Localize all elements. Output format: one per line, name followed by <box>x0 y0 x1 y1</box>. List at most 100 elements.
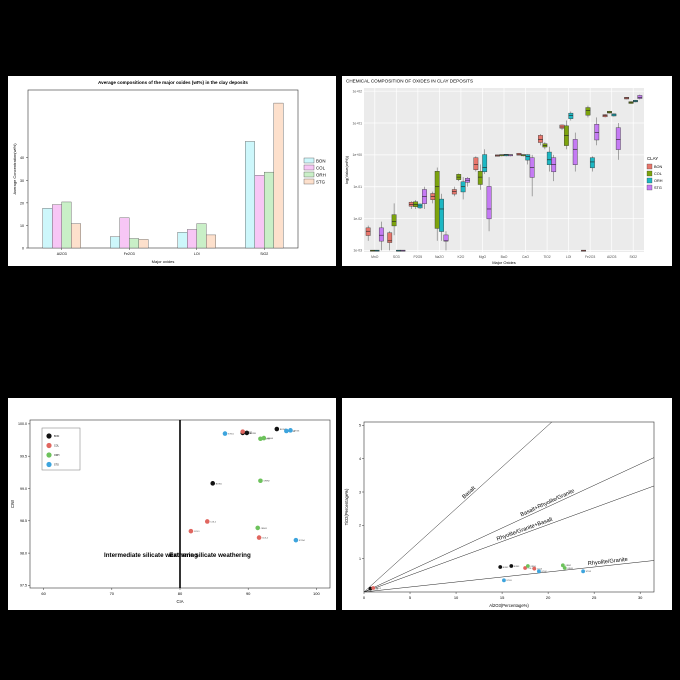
legend-label-stg: STG <box>54 464 59 467</box>
bar-bon <box>245 141 255 249</box>
legend-label-stg: STG <box>654 186 662 190</box>
point-label-col: COL1 <box>376 588 382 590</box>
y-tick-label: 97.5 <box>20 584 27 588</box>
y-tick-label: 0 <box>22 247 24 251</box>
bar-orh <box>129 238 139 249</box>
bar-bon <box>110 236 120 249</box>
point-stg <box>284 428 289 434</box>
point-col <box>523 566 528 570</box>
point-label-bon: BON2 <box>246 433 253 435</box>
x-tick-label: 30 <box>638 595 643 600</box>
trend-line-label: Rhyolite/Granite+Basalt <box>496 517 554 543</box>
trend-line <box>364 560 654 592</box>
zone-label-intermediate: Intermediate silicate weathering <box>104 552 198 559</box>
x-tick-label: 15 <box>500 595 505 600</box>
box-bon <box>473 157 479 170</box>
point-col <box>256 535 262 540</box>
bar-col <box>119 217 130 249</box>
y-tick-label: 98.5 <box>20 519 27 523</box>
y-tick-label: 1e-01 <box>353 185 362 189</box>
boxplot-panel: CHEMICAL COMPOSITION OF OXIDES IN CLAY D… <box>342 76 672 266</box>
legend-swatch-orh <box>646 177 653 184</box>
box-col <box>477 171 483 185</box>
point-orh <box>562 566 567 570</box>
x-tick-label: 20 <box>546 595 551 600</box>
y-tick-label: 1e+00 <box>352 153 362 157</box>
trend-line <box>364 457 654 592</box>
x-tick-label: 0 <box>363 595 366 600</box>
box-orh <box>439 198 444 232</box>
bar-orh <box>196 223 207 249</box>
trend-line <box>364 422 553 592</box>
x-tick-label: Al2O3 <box>607 255 617 259</box>
legend-swatch-bon <box>303 157 315 164</box>
x-tick-label: 60 <box>41 591 46 596</box>
trend-line-label: Basalt <box>461 485 477 500</box>
point-label-orh: ORH2 <box>565 565 571 567</box>
y-axis-label: Average Concentration(wt%) <box>12 143 17 195</box>
legend-marker-bon <box>46 433 52 439</box>
x-tick-label: BaO <box>501 255 508 259</box>
point-stg <box>222 431 228 436</box>
x-tick-label: P2O5 <box>414 255 423 259</box>
box-bon <box>559 124 565 129</box>
y-tick-label: 40 <box>20 156 24 160</box>
legend-label-bon: BON <box>316 158 326 163</box>
plot-frame <box>363 421 655 593</box>
x-tick-label: 25 <box>592 595 597 600</box>
point-stg <box>537 569 541 574</box>
point-col <box>371 586 376 590</box>
point-orh <box>560 563 565 568</box>
y-tick-label: 1e-02 <box>353 217 362 221</box>
x-tick-label: Al2O3 <box>57 252 67 256</box>
bar-stg <box>71 223 81 249</box>
trend-line-label: Basalt+Rhyolite/Granite <box>520 488 576 518</box>
point-stg <box>288 428 293 433</box>
point-bon <box>498 565 503 569</box>
legend-label-bon: BON <box>654 165 662 169</box>
cia-ciw-panel: 60 70 80 90 100 97.5 98.0 98.5 99.0 99.5 100.0 CIA C… <box>8 398 336 610</box>
point-label-bon: BON2 <box>503 567 509 569</box>
zone-label-extreme: Extreme silicate weathering <box>169 552 251 559</box>
y-tick-label: 98.0 <box>20 551 27 555</box>
box-stg <box>615 127 621 150</box>
legend-swatch-col <box>303 164 315 171</box>
al-ti-scatter: 0 5 10 15 20 25 30 1 2 3 4 5 Al2O3(Percentage%) TiO2(… <box>344 421 655 608</box>
legend-marker-orh <box>46 452 52 458</box>
point-bon <box>274 426 280 432</box>
y-tick-label: 3 <box>359 490 361 494</box>
point-label-orh: ORH1 <box>261 528 268 530</box>
bar-col <box>254 175 265 249</box>
legend-label-stg: STG <box>316 179 326 184</box>
box-stg <box>594 123 600 141</box>
box-bon <box>538 135 543 143</box>
point-label-orh: ORH3 <box>263 439 270 441</box>
legend-label-bon: BON <box>54 435 59 438</box>
box-stg <box>637 95 643 99</box>
box-col <box>391 214 397 227</box>
legend-marker-col <box>46 442 52 449</box>
x-tick-label: SiO2 <box>260 252 268 256</box>
legend-swatch-col <box>646 170 653 177</box>
box-bon <box>387 232 393 243</box>
trend-line <box>364 485 654 592</box>
bar-bon <box>177 231 188 249</box>
x-tick-label: CaO <box>522 255 529 259</box>
box-col <box>434 171 440 229</box>
y-tick-label: 30 <box>20 179 24 183</box>
point-col <box>532 566 537 571</box>
y-axis-label: CIW <box>10 500 15 508</box>
x-axis-label: Al2O3(Percentage%) <box>489 603 529 608</box>
box-orh <box>589 157 595 169</box>
x-axis-label: Major oxides <box>152 259 175 264</box>
point-label-orh: ORH4 <box>267 438 274 440</box>
legend-label-orh: ORH <box>54 454 60 457</box>
point-col <box>204 519 210 524</box>
x-tick-label: LOI <box>566 255 572 259</box>
box-bon <box>365 227 371 236</box>
point-stg <box>293 537 299 543</box>
point-bon <box>210 481 216 486</box>
legend-marker-stg <box>46 461 52 468</box>
legend-label-col: COL <box>316 165 326 170</box>
bar-bon <box>42 208 53 249</box>
